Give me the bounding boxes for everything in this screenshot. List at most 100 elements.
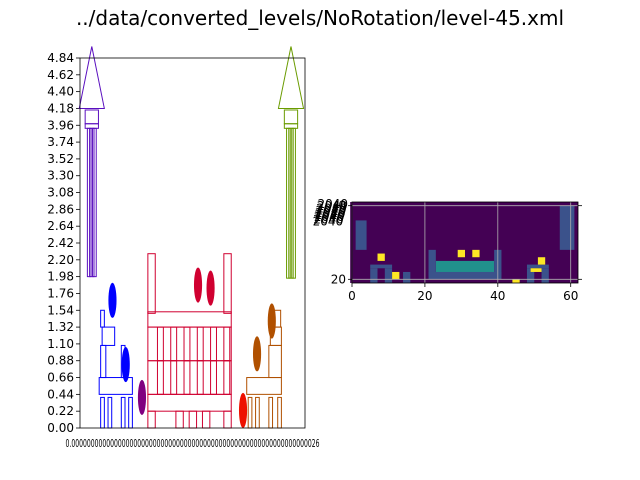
block bbox=[100, 344, 107, 379]
y-tick-label: 0.00 bbox=[47, 421, 74, 435]
block bbox=[247, 396, 253, 429]
ellipse-object bbox=[193, 267, 203, 303]
heatmap-cell bbox=[370, 264, 393, 269]
block bbox=[175, 410, 184, 429]
rocket-collar bbox=[283, 123, 299, 129]
y-tick-label: 4.62 bbox=[47, 68, 74, 82]
block bbox=[201, 410, 211, 429]
y-tick-label: 3.96 bbox=[47, 118, 74, 132]
y-tick-label: 3.30 bbox=[47, 169, 74, 183]
y-tick-label: 1.98 bbox=[47, 270, 74, 284]
heatmap-cell bbox=[472, 249, 480, 258]
overlapping-tick-label: 2040 bbox=[314, 210, 345, 224]
ellipse-object bbox=[267, 303, 276, 339]
block bbox=[107, 396, 113, 429]
y-tick-label: 0.66 bbox=[47, 371, 74, 385]
y-tick-label: 0.44 bbox=[47, 387, 74, 401]
y-tick-label: 2.86 bbox=[47, 202, 74, 216]
heatmap-cell bbox=[384, 268, 393, 283]
block bbox=[100, 309, 105, 328]
overlapping-tick-label: 2040 bbox=[313, 215, 344, 229]
block bbox=[223, 253, 232, 314]
ellipse-object bbox=[238, 392, 248, 428]
rocket-shaft bbox=[89, 127, 92, 278]
block bbox=[223, 326, 231, 362]
block bbox=[210, 360, 217, 395]
y-tick-label: 20 bbox=[331, 272, 346, 286]
heatmap-cell bbox=[530, 268, 542, 272]
overlapping-tick-label: 2040 bbox=[316, 201, 347, 215]
rocket-shaft bbox=[291, 127, 294, 279]
block bbox=[170, 360, 178, 395]
y-tick-label: 4.40 bbox=[47, 85, 74, 99]
y-tick-label: 1.10 bbox=[47, 337, 74, 351]
x-tick-label: 60 bbox=[563, 289, 578, 303]
y-tick-label: 2.42 bbox=[47, 236, 74, 250]
block bbox=[223, 360, 231, 395]
ellipse-object bbox=[108, 282, 117, 318]
block bbox=[156, 326, 164, 362]
rocket-shaft bbox=[86, 127, 97, 278]
rocket-shaft bbox=[288, 127, 291, 279]
rocket-collar bbox=[84, 123, 99, 129]
y-tick-label: 0.22 bbox=[47, 404, 74, 418]
rocket-nose bbox=[277, 46, 305, 109]
rocket-head bbox=[283, 109, 299, 125]
block bbox=[98, 377, 133, 395]
overlapping-tick-label: 2040 bbox=[314, 208, 345, 222]
heatmap-cell bbox=[403, 271, 411, 283]
overlapping-tick-label: 2040 bbox=[313, 212, 344, 226]
overlapping-tick-label: 2040 bbox=[317, 197, 348, 211]
x-tick-label: 0 bbox=[348, 289, 356, 303]
y-tick-label: 0 bbox=[338, 199, 346, 213]
block bbox=[170, 326, 178, 362]
rocket-shaft bbox=[286, 127, 296, 279]
ellipse-object bbox=[252, 336, 262, 372]
block bbox=[277, 396, 282, 429]
block bbox=[255, 396, 260, 429]
y-tick-label: 3.52 bbox=[47, 152, 74, 166]
y-tick-label: 2.64 bbox=[47, 219, 74, 233]
block bbox=[210, 326, 217, 362]
y-tick-label: 1.76 bbox=[47, 286, 74, 300]
heatmap-cell bbox=[559, 205, 575, 250]
block bbox=[147, 253, 156, 314]
left-axes-frame bbox=[79, 57, 306, 429]
heatmap-cell bbox=[370, 268, 378, 283]
overlapping-tick-label: 2040 bbox=[315, 206, 346, 220]
block bbox=[196, 326, 204, 362]
block bbox=[156, 360, 164, 395]
rocket-head bbox=[84, 109, 99, 125]
block bbox=[188, 410, 198, 429]
y-tick-label: 4.84 bbox=[47, 51, 74, 65]
ellipse-object bbox=[206, 270, 215, 306]
y-tick-label: 3.74 bbox=[47, 135, 74, 149]
rocket-shaft bbox=[92, 127, 95, 278]
heatmap-cell bbox=[392, 271, 400, 280]
block bbox=[183, 326, 191, 362]
heatmap-cell bbox=[428, 249, 436, 276]
right-axes-frame bbox=[351, 201, 579, 284]
heatmap-cell bbox=[355, 220, 367, 250]
block bbox=[246, 377, 282, 395]
figure-title: ../data/converted_levels/NoRotation/leve… bbox=[75, 6, 565, 30]
y-tick-label: 1.54 bbox=[47, 303, 74, 317]
left-level-plot: 0.00 0.22 0.44 0.66 0.88 1.10 1.32 1.54 1.76 1.98… bbox=[47, 46, 320, 450]
block bbox=[101, 326, 116, 346]
heatmap-cell bbox=[526, 264, 549, 269]
right-grid-heatmap: 0 20 40 60020204020402040204020402040204020… bbox=[313, 197, 582, 303]
x-tick-label: 40 bbox=[490, 289, 505, 303]
heatmap-cell bbox=[377, 253, 385, 261]
block bbox=[100, 396, 105, 429]
block bbox=[120, 396, 126, 429]
x-tick-label: 20 bbox=[417, 289, 432, 303]
block bbox=[128, 396, 133, 429]
overlapping-tick-label: 2040 bbox=[316, 204, 347, 218]
y-tick-label: 0.88 bbox=[47, 354, 74, 368]
heatmap-cell bbox=[457, 249, 465, 258]
heatmap-cell bbox=[512, 279, 520, 283]
y-tick-label: 4.18 bbox=[47, 101, 74, 115]
ellipse-object bbox=[137, 379, 147, 416]
block bbox=[196, 360, 204, 395]
heatmap-cell bbox=[526, 268, 535, 283]
